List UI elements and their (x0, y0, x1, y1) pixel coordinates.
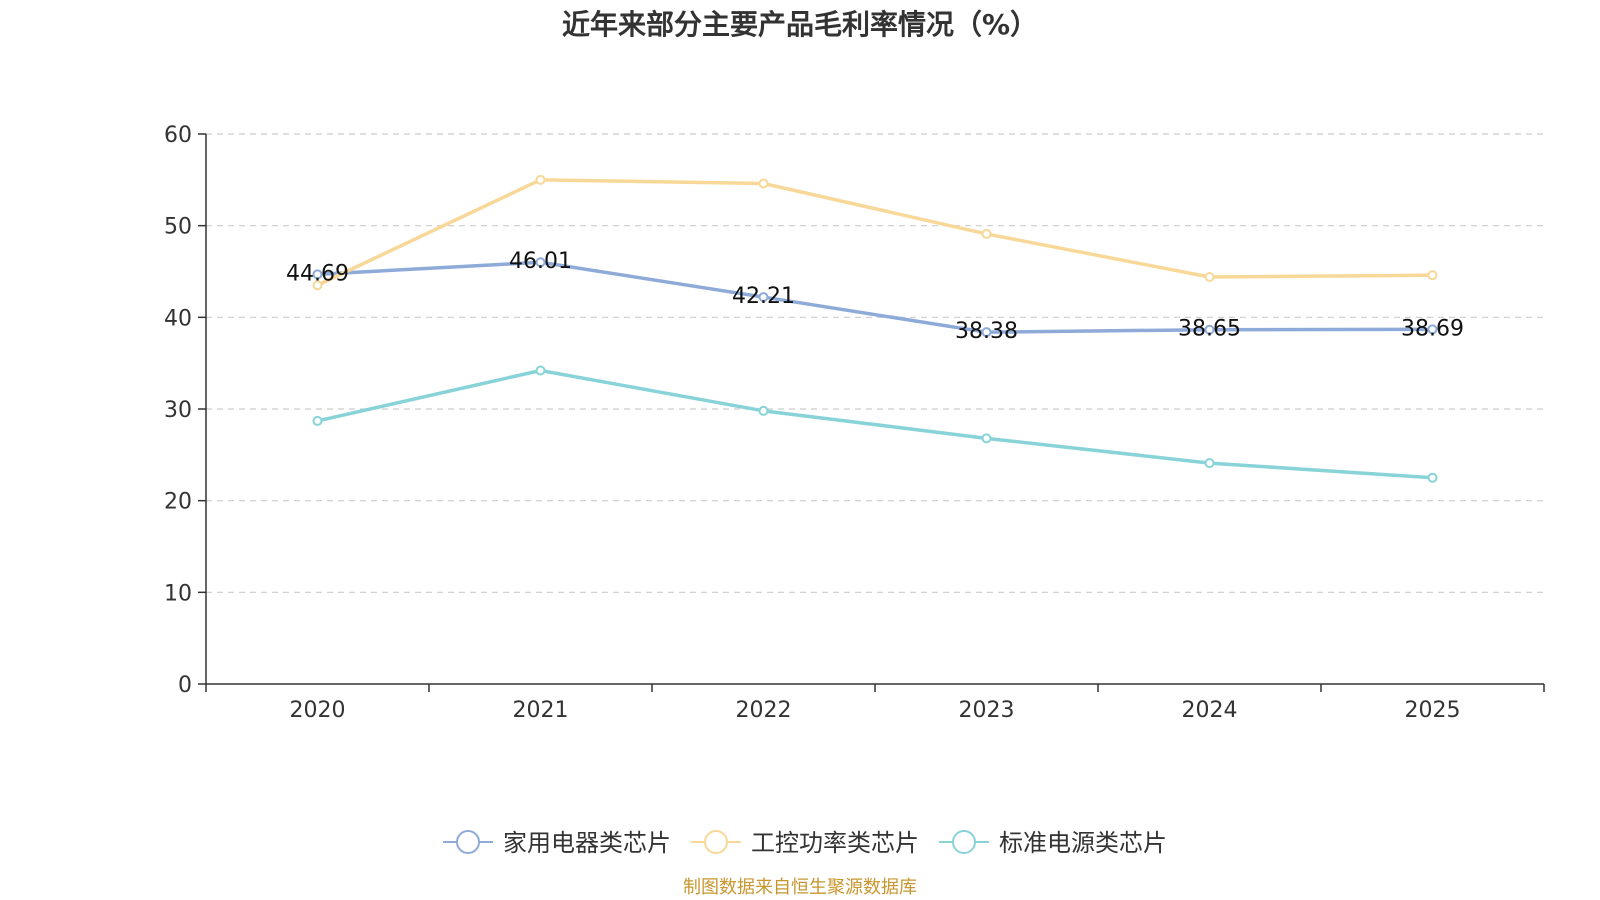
data-label-2021: 46.01 (509, 249, 572, 274)
series-2-point-2022 (758, 405, 769, 416)
y-tick-label: 40 (164, 306, 192, 331)
data-label-2024: 38.65 (1178, 317, 1241, 342)
grid-lines (206, 133, 1544, 593)
data-labels: 44.69 46.01 42.21 38.38 38.65 38.69 (286, 249, 1464, 344)
series-2-point-2024 (1204, 458, 1215, 469)
legend-label: 家用电器类芯片 (503, 829, 671, 857)
series-line-1 (315, 178, 1435, 287)
series-0-point-2024 (1204, 324, 1215, 335)
y-tick-label: 30 (164, 398, 192, 423)
data-label-2025: 38.69 (1401, 316, 1464, 341)
series-0-point-2025 (1427, 324, 1438, 335)
axes: 0 10 20 30 40 50 60 2020 2021 2022 2023 2024 2025 (164, 123, 1545, 723)
y-tick-label: 60 (164, 123, 192, 148)
data-label-2023: 38.38 (955, 319, 1018, 344)
series-2-point-2021 (535, 365, 546, 376)
source-note: 制图数据来自恒生聚源数据库 (683, 877, 917, 898)
series-lines (312, 174, 1438, 483)
legend-item-0[interactable]: 家用电器类芯片 (443, 829, 671, 857)
series-0-point-2020 (312, 269, 323, 280)
series-0-point-2022 (758, 292, 769, 303)
x-tick-label-2023: 2023 (959, 698, 1015, 723)
legend-marker (456, 830, 480, 854)
legend-marker (704, 830, 728, 854)
y-tick-label: 50 (164, 215, 192, 240)
series-1-point-2023 (981, 228, 992, 239)
series-1-point-2025 (1427, 270, 1438, 281)
series-2-point-2020 (312, 415, 323, 426)
series-0-point-2023 (981, 327, 992, 338)
legend-item-1[interactable]: 工控功率类芯片 (691, 829, 919, 857)
y-tick-label: 10 (164, 581, 192, 606)
legend-label: 标准电源类芯片 (999, 829, 1167, 857)
series-2-point-2023 (981, 433, 992, 444)
x-tick-label-2020: 2020 (290, 698, 346, 723)
data-label-2020: 44.69 (286, 261, 349, 286)
x-tick-label-2025: 2025 (1405, 698, 1461, 723)
series-1-point-2021 (535, 174, 546, 185)
x-tick-label-2021: 2021 (513, 698, 569, 723)
y-tick-label: 0 (178, 673, 192, 698)
legend: 家用电器类芯片 工控功率类芯片 标准电源类芯片 (443, 829, 1167, 857)
legend-label: 工控功率类芯片 (751, 829, 919, 857)
series-2-point-2025 (1427, 472, 1438, 483)
series-1-point-2024 (1204, 272, 1215, 282)
x-tick-label-2024: 2024 (1182, 698, 1238, 723)
series-0-point-2021 (535, 257, 546, 268)
legend-item-2[interactable]: 标准电源类芯片 (939, 829, 1167, 857)
series-1-point-2022 (758, 178, 769, 189)
series-line-2 (315, 368, 1435, 480)
series-line-0 (315, 260, 1435, 334)
y-tick-label: 20 (164, 490, 192, 515)
x-tick-label-2022: 2022 (736, 698, 792, 723)
chart-title: 近年来部分主要产品毛利率情况（%） (562, 8, 1038, 41)
series-1-point-2020 (312, 280, 323, 291)
legend-marker (952, 830, 976, 854)
data-label-2022: 42.21 (732, 284, 795, 309)
